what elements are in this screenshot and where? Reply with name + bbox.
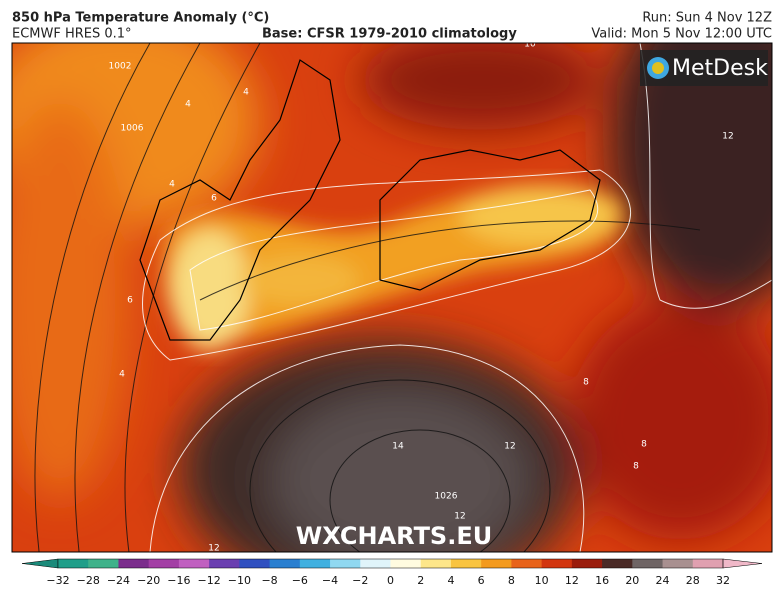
colorbar-segment bbox=[330, 559, 361, 568]
colorbar-segment bbox=[541, 559, 573, 568]
contour-label: 12 bbox=[722, 132, 733, 142]
colorbar-segment bbox=[360, 559, 391, 568]
colorbar-segment bbox=[481, 559, 512, 568]
colorbar: −32 −28 −24 −20 −16 −12 −10 −8 −6 −4 −2 0 2 4 6 8 10 12 16… bbox=[21, 558, 763, 587]
colorbar-segment bbox=[118, 559, 150, 568]
colorbar-tick-label: −10 bbox=[228, 574, 251, 587]
colorbar-tick-label: −12 bbox=[198, 574, 221, 587]
colorbar-tick-label: 0 bbox=[387, 574, 394, 587]
colorbar-tick-label: 8 bbox=[508, 574, 515, 587]
contour-label: 8 bbox=[583, 378, 589, 388]
colorbar-tick-label: 2 bbox=[417, 574, 424, 587]
colorbar-tick-label: 32 bbox=[716, 574, 730, 587]
contour-label: 12 bbox=[504, 442, 515, 452]
colorbar-extend-low bbox=[21, 558, 59, 569]
title: 850 hPa Temperature Anomaly (°C) bbox=[12, 11, 269, 26]
colorbar-tick-label: 28 bbox=[686, 574, 700, 587]
colorbar-segment bbox=[58, 559, 89, 568]
contour-label: 4 bbox=[185, 100, 191, 110]
colorbar-frame bbox=[57, 558, 724, 569]
logo: MetDesk bbox=[672, 56, 768, 81]
colorbar-tick-label: −8 bbox=[261, 574, 277, 587]
contour-label: 4 bbox=[169, 180, 175, 190]
map-frame bbox=[11, 42, 773, 553]
colorbar-segment bbox=[662, 559, 694, 568]
colorbar-segment bbox=[269, 559, 301, 568]
colorbar-segment bbox=[571, 559, 603, 568]
colorbar-tick-label: 24 bbox=[656, 574, 670, 587]
colorbar-tick-label: 16 bbox=[595, 574, 609, 587]
colorbar-tick-label: −20 bbox=[137, 574, 160, 587]
colorbar-tick-label: −4 bbox=[322, 574, 338, 587]
colorbar-segment bbox=[299, 559, 331, 568]
run: Run: Sun 4 Nov 12Z bbox=[642, 11, 772, 26]
contour-label: 6 bbox=[127, 296, 133, 306]
contour-label: 14 bbox=[392, 442, 404, 452]
colorbar-tick-label: 20 bbox=[625, 574, 639, 587]
colorbar-tick-label: −6 bbox=[292, 574, 308, 587]
colorbar-tick-label: −2 bbox=[352, 574, 368, 587]
colorbar-segment bbox=[239, 559, 271, 568]
valid: Valid: Mon 5 Nov 12:00 UTC bbox=[591, 27, 772, 42]
contour-label: 8 bbox=[633, 462, 639, 472]
contour-label: 10 bbox=[524, 40, 536, 50]
contour-label: 4 bbox=[119, 370, 125, 380]
contour-label: 1002 bbox=[109, 62, 132, 72]
colorbar-segment bbox=[511, 559, 543, 568]
colorbar-segment bbox=[209, 559, 240, 568]
colorbar-segment bbox=[88, 559, 119, 568]
colorbar-segment bbox=[178, 559, 210, 568]
contour-label: 12 bbox=[208, 544, 219, 554]
colorbar-segment bbox=[602, 559, 633, 568]
colorbar-tick-label: 12 bbox=[565, 574, 579, 587]
contour-label: 6 bbox=[211, 194, 217, 204]
colorbar-segment bbox=[632, 559, 664, 568]
base: Base: CFSR 1979-2010 climatology bbox=[262, 27, 517, 42]
contour-label: 1006 bbox=[121, 124, 144, 134]
colorbar-extend-high bbox=[722, 558, 763, 569]
contour-label: 4 bbox=[243, 88, 249, 98]
contour-label: 1026 bbox=[435, 492, 458, 502]
colorbar-segment bbox=[420, 559, 452, 568]
contour-label: 12 bbox=[454, 512, 465, 522]
colorbar-tick-label: −28 bbox=[77, 574, 100, 587]
contour-label: 8 bbox=[641, 440, 647, 450]
colorbar-tick-label: 10 bbox=[535, 574, 549, 587]
colorbar-segment bbox=[390, 559, 422, 568]
colorbar-tick-label: −24 bbox=[107, 574, 130, 587]
colorbar-segment bbox=[148, 559, 180, 568]
colorbar-segment bbox=[450, 559, 482, 568]
colorbar-tick-label: 4 bbox=[447, 574, 454, 587]
colorbar-segment bbox=[692, 559, 724, 568]
model: ECMWF HRES 0.1° bbox=[12, 27, 132, 42]
colorbar-tick-label: 6 bbox=[478, 574, 485, 587]
watermark: WXCHARTS.EU bbox=[296, 522, 492, 550]
colorbar-tick-label: −16 bbox=[167, 574, 190, 587]
colorbar-tick-label: −32 bbox=[46, 574, 69, 587]
